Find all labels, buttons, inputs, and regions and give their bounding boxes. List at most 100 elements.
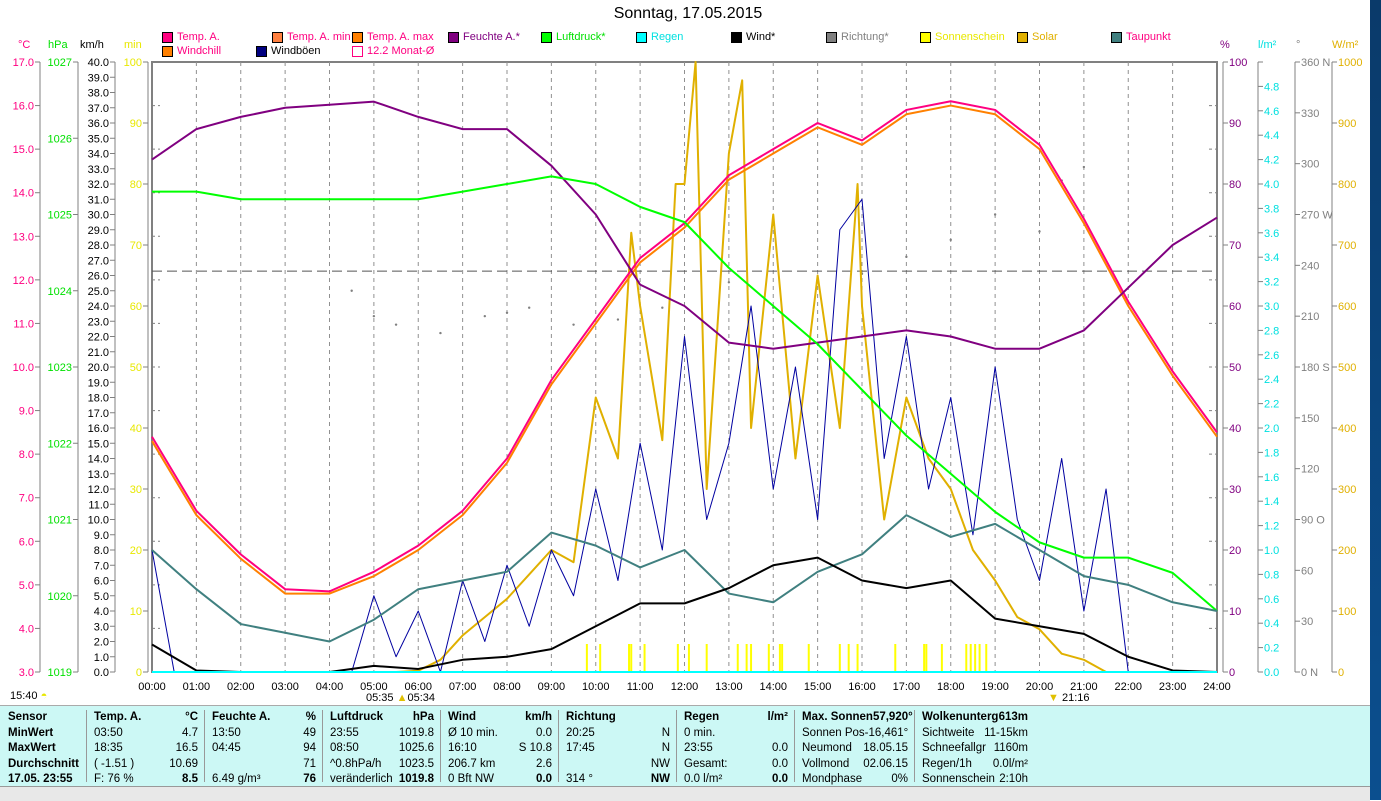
axis-tick-label: 0 N xyxy=(1301,667,1318,679)
legend-label: Temp. A. min xyxy=(287,31,351,43)
axis-tick-label: 60 xyxy=(130,301,142,313)
axis-tick-label: 2.6 xyxy=(1264,350,1279,362)
axis-tick-label: 0 xyxy=(1338,667,1344,679)
table-row: veränderlich 1019.8 xyxy=(322,772,440,788)
table-row: Mondphase 0% xyxy=(794,772,914,788)
table-cell: Sonnenschein xyxy=(922,773,995,785)
axis-tick-label: 29.0 xyxy=(88,225,109,237)
axis-tick-label: 100 xyxy=(1338,606,1356,618)
table-cell: 10.69 xyxy=(169,757,198,770)
humidity-column: Feuchte A.% 13:50 49 04:45 94 71 6.49 g/m³ 76 xyxy=(204,710,323,785)
axis-unit-label: min xyxy=(124,39,142,51)
legend-swatch xyxy=(636,31,647,43)
legend-swatch xyxy=(1111,31,1122,43)
table-cell: Durchschnitt xyxy=(8,757,79,770)
table-row: 04:45 94 xyxy=(204,741,322,757)
table-cell: 206.7 km xyxy=(448,757,496,770)
table-cell: 0.0 xyxy=(772,773,788,785)
table-cell: 02.06.15 xyxy=(863,757,908,770)
table-cell: Temp. A. xyxy=(94,711,142,723)
table-cell: N xyxy=(661,726,670,739)
axis-tick-label: 1.4 xyxy=(1264,496,1279,508)
axis-tick-label: 11.0 xyxy=(88,499,109,511)
x-tick-label: 03:00 xyxy=(271,681,299,693)
axis-tick-label: 1024 xyxy=(48,286,72,298)
table-row: 206.7 km 2.6 xyxy=(440,757,558,773)
axis-tick-label: 21.0 xyxy=(88,347,109,359)
table-row: Wolkenunterg 613m xyxy=(914,710,1034,726)
table-cell: 1023.5 xyxy=(398,757,434,770)
table-cell: Neumond xyxy=(802,742,852,754)
direction-point xyxy=(350,289,353,292)
table-cell: MaxWert xyxy=(8,742,56,754)
legend-item: Temp. A. max xyxy=(352,31,434,43)
table-cell: 17:45 xyxy=(566,742,595,754)
axis-tick-label: 3.2 xyxy=(1264,277,1279,289)
axis-tick-label: 1026 xyxy=(48,133,72,145)
axis-tick-label: 0 xyxy=(136,667,142,679)
axis-tick-label: 4.2 xyxy=(1264,155,1279,167)
axis-tick-label: 2.4 xyxy=(1264,374,1279,386)
misc-column: Wolkenunterg 613m Sichtweite 11-15km Schneef… xyxy=(914,710,1034,785)
x-tick-label: 19:00 xyxy=(981,681,1009,693)
axis-tick-label: 500 xyxy=(1338,362,1356,374)
legend-swatch xyxy=(352,31,363,43)
table-row: 13:50 49 xyxy=(204,726,322,742)
table-cell: Richtung xyxy=(566,711,616,723)
direction-point xyxy=(727,281,731,284)
x-tick-label: 01:00 xyxy=(183,681,211,693)
table-row: Temp. A. °C xyxy=(86,710,204,726)
axis-tick-label: 32.0 xyxy=(88,179,109,191)
axis-tick-label: 7.0 xyxy=(19,493,34,505)
table-cell: 16:10 xyxy=(448,742,477,754)
table-row: 0 min. xyxy=(676,726,794,742)
axis-tick-label: 50 xyxy=(130,362,142,374)
table-row: Regen/1h 0.0l/m² xyxy=(914,757,1034,773)
x-tick-label: 02:00 xyxy=(227,681,255,693)
table-cell: km/h xyxy=(525,711,552,723)
axis-tick-label: 13.0 xyxy=(13,231,34,243)
axis-tick-label: 100 xyxy=(1229,57,1247,69)
legend-swatch xyxy=(352,45,363,57)
axis-tick-label: 20 xyxy=(130,545,142,557)
table-cell: Regen xyxy=(684,711,720,723)
direction-point xyxy=(505,311,509,314)
axis-tick-label: 30 xyxy=(1301,616,1313,628)
axis-tick-label: 38.0 xyxy=(88,88,109,100)
table-cell: 23:55 xyxy=(330,726,359,739)
table-row: 0 Bft NW 0.0 xyxy=(440,772,558,788)
table-cell: Gesamt: xyxy=(684,757,728,770)
table-row: F: 76 % 8.5 xyxy=(86,772,204,788)
axis-tick-label: 150 xyxy=(1301,413,1319,425)
axis-tick-label: 1.2 xyxy=(1264,521,1279,533)
sunrise-time: 05:35 ▲05:34 xyxy=(366,692,435,704)
axis-tick-label: 36.0 xyxy=(88,118,109,130)
axis-tick-label: 4.0 xyxy=(19,623,34,635)
legend-item: Windchill xyxy=(162,45,221,57)
x-tick-label: 09:00 xyxy=(538,681,566,693)
x-tick-label: 23:00 xyxy=(1159,681,1187,693)
table-row: Sonnen Pos -16,461° xyxy=(794,726,914,742)
axis-tick-label: 14.0 xyxy=(88,454,109,466)
x-tick-label: 21:00 xyxy=(1070,681,1098,693)
table-cell: 1025.6 xyxy=(398,742,434,754)
table-cell: ^0.8hPa/h xyxy=(330,757,382,770)
axis-tick-label: 10 xyxy=(130,606,142,618)
legend-swatch xyxy=(162,31,173,43)
axis-tick-label: 4.8 xyxy=(1264,81,1279,93)
table-row: 20:25 N xyxy=(558,726,676,742)
table-cell: 03:50 xyxy=(94,726,123,739)
table-cell: Sichtweite xyxy=(922,726,975,739)
axis-tick-label: 10 xyxy=(1229,606,1241,618)
legend-label: Luftdruck* xyxy=(556,31,606,43)
moon-time: 15:40 ◓ xyxy=(10,690,47,702)
table-cell: 8.5 xyxy=(182,773,198,785)
legend-item: Temp. A. xyxy=(162,31,220,43)
direction-point xyxy=(993,213,997,216)
axis-tick-label: 8.0 xyxy=(19,449,34,461)
table-cell: Sensor xyxy=(8,711,47,723)
axis-tick-label: 0.0 xyxy=(1264,667,1279,679)
axis-tick-label: 19.0 xyxy=(88,377,109,389)
table-row: Feuchte A.% xyxy=(204,710,322,726)
table-cell: hPa xyxy=(412,711,434,723)
